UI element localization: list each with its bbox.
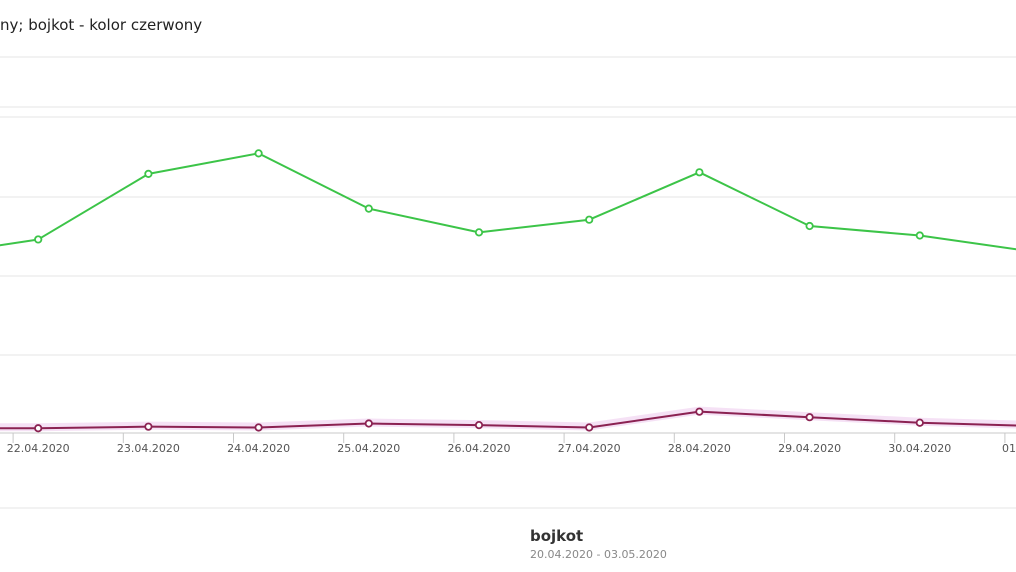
- x-tick-label: 26.04.2020: [448, 442, 511, 455]
- x-tick-label: 27.04.2020: [558, 442, 621, 455]
- x-tick-label: 30.04.2020: [888, 442, 951, 455]
- x-axis-tick-labels: 22.04.2020 23.04.2020 24.04.2020 25.04.2020…: [7, 442, 1016, 455]
- x-tick-label: 23.04.2020: [117, 442, 180, 455]
- x-axis: [0, 432, 1016, 443]
- data-point: [915, 418, 924, 427]
- x-tick-label: 28.04.2020: [668, 442, 731, 455]
- chart-title: ny; bojkot - kolor czerwony: [0, 16, 203, 34]
- data-point: [254, 423, 263, 432]
- data-point: [474, 228, 484, 237]
- data-point: [474, 420, 484, 430]
- selected-date-range: 20.04.2020 - 03.05.2020: [530, 548, 667, 561]
- x-tick-label: 22.04.2020: [7, 442, 70, 455]
- selected-series-name: bojkot: [530, 527, 584, 545]
- x-tick-label: 24.04.2020: [227, 442, 290, 455]
- grid-lines: [0, 56, 1016, 509]
- data-point: [695, 407, 704, 416]
- series-lines: [0, 152, 1016, 430]
- red-series-band-area: [0, 406, 1016, 432]
- data-point: [34, 424, 43, 433]
- data-point: [34, 235, 43, 244]
- data-point: [144, 169, 153, 178]
- series-line-2: [0, 410, 1016, 430]
- data-point: [695, 168, 704, 177]
- x-tick-label: 29.04.2020: [778, 442, 841, 455]
- data-point: [915, 231, 924, 240]
- series-points: [34, 149, 924, 433]
- red-series-band: [0, 406, 1016, 432]
- x-tick-label: 01.: [1002, 442, 1016, 455]
- data-point: [254, 149, 263, 158]
- data-point: [364, 419, 373, 428]
- data-point: [144, 422, 153, 431]
- series-line-1: [0, 152, 1016, 251]
- x-tick-label: 25.04.2020: [337, 442, 400, 455]
- data-point: [805, 221, 814, 231]
- data-point: [585, 423, 594, 432]
- data-point: [805, 413, 814, 422]
- data-point: [364, 204, 373, 213]
- data-point: [585, 215, 594, 224]
